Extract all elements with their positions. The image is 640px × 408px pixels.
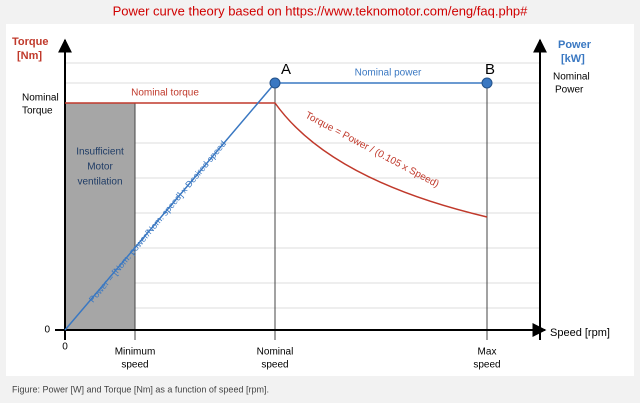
x-tick-labels: 0 Minimum speed Nominal speed Max speed xyxy=(62,342,500,371)
torque-axis-label: Torque xyxy=(12,36,48,48)
region-label: Insufficient Motor ventilation xyxy=(76,147,124,188)
x-axis-label: Speed [rpm] xyxy=(550,327,610,339)
title: Power curve theory based on https://www.… xyxy=(113,3,529,18)
point-b xyxy=(481,77,493,89)
nominal-torque-label: Nominal torque xyxy=(131,88,199,99)
x-tick-label: speed xyxy=(473,360,500,371)
nominal-torque-tick: Torque xyxy=(22,106,53,117)
point-a-label: A xyxy=(281,61,291,78)
torque-curve xyxy=(65,102,488,218)
region-line: Motor xyxy=(87,162,113,173)
nominal-power-label: Nominal power xyxy=(355,68,422,79)
x-tick-label: speed xyxy=(261,360,288,371)
x-tick-label: Nominal xyxy=(257,347,294,358)
nominal-torque-tick: Nominal xyxy=(22,93,59,104)
torque-axis-unit: [Nm] xyxy=(17,50,42,62)
point-a xyxy=(269,77,281,89)
nominal-power-tick: Nominal xyxy=(553,72,590,83)
point-b-label: B xyxy=(485,61,495,78)
nominal-power-tick: Power xyxy=(555,85,584,96)
grid xyxy=(65,62,540,309)
power-axis-label: Power xyxy=(558,39,592,51)
x-tick-label: speed xyxy=(121,360,148,371)
x-tick-label: Max xyxy=(478,347,497,358)
caption: Figure: Power [W] and Torque [Nm] as a f… xyxy=(12,384,269,394)
power-axis-unit: [kW] xyxy=(561,53,585,65)
y-zero: 0 xyxy=(44,325,50,336)
speed-lines xyxy=(134,83,488,340)
region-line: ventilation xyxy=(77,177,122,188)
region-line: Insufficient xyxy=(76,147,124,158)
insufficient-region xyxy=(64,102,136,331)
x-tick-label: 0 xyxy=(62,342,68,353)
x-tick-label: Minimum xyxy=(115,347,156,358)
